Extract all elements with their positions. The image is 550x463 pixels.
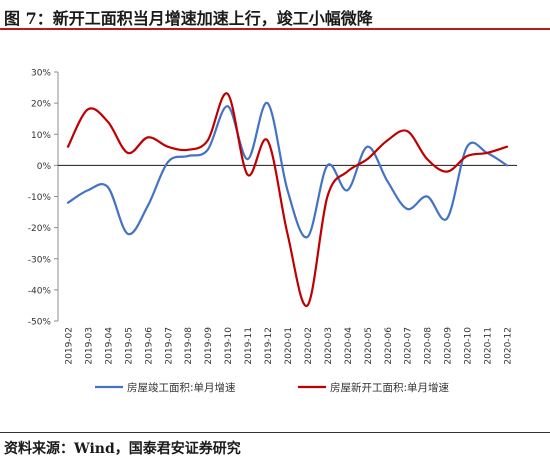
x-tick-label: 2019-02: [64, 327, 74, 365]
x-tick-label: 2019-09: [204, 327, 214, 365]
series-line-2: [66, 92, 509, 307]
x-tick-label: 2019-08: [184, 327, 194, 365]
chart-title: 图 7：新开工面积当月增速加速上行，竣工小幅微降: [4, 9, 373, 28]
y-tick-label: 10%: [31, 131, 51, 141]
x-tick-label: 2020-12: [504, 327, 514, 365]
x-tick-label: 2020-11: [484, 327, 494, 365]
x-tick-label: 2020-01: [284, 327, 294, 365]
x-tick-label: 2019-06: [144, 327, 154, 365]
x-tick-label: 2020-10: [464, 327, 474, 365]
x-tick-label: 2019-12: [264, 327, 274, 365]
x-tick-label: 2019-07: [164, 327, 174, 365]
x-tick-label: 2020-06: [384, 327, 394, 365]
series-line-1: [66, 102, 509, 239]
legend: 房屋竣工面积:单月增速 房屋新开工面积:单月增速: [95, 381, 450, 394]
title-bar: 图 7：新开工面积当月增速加速上行，竣工小幅微降: [0, 0, 550, 28]
legend-label-2: 房屋新开工面积:单月增速: [330, 381, 450, 394]
x-tick-label: 2019-05: [124, 327, 134, 365]
x-tick-label: 2020-03: [324, 327, 334, 365]
y-tick-label: 30%: [31, 69, 51, 79]
source-divider: [0, 432, 550, 433]
x-tick-label: 2020-02: [304, 327, 314, 365]
chart-area: 30%20%10%0%-10%-20%-30%-40%-50% 2019-02 2…: [28, 69, 517, 394]
y-tick-label: 20%: [31, 100, 51, 110]
x-tick-label: 2020-05: [364, 327, 374, 365]
y-tick-label: -30%: [28, 255, 52, 265]
x-tick-label: 2020-07: [404, 327, 414, 365]
x-axis: 2019-02 2019-03 2019-04 2019-05 2019-06 2019-…: [58, 164, 517, 365]
x-tick-label: 2020-09: [444, 327, 454, 365]
title-divider: [0, 28, 550, 30]
source-note: 资料来源：Wind，国泰君安证券研究: [4, 441, 241, 457]
y-tick-label: 0%: [37, 162, 52, 172]
x-tick-label: 2020-04: [344, 327, 354, 365]
y-axis: 30% 20% 10% 0% -10% -20% -30% -40% -50%: [28, 69, 59, 328]
x-tick-label: 2020-08: [424, 327, 434, 365]
x-tick-label: 2019-03: [84, 327, 94, 365]
y-tick-label: -50%: [28, 318, 52, 328]
y-tick-label: -20%: [28, 224, 52, 234]
series-layer: [66, 92, 509, 307]
legend-label-1: 房屋竣工面积:单月增速: [127, 381, 236, 394]
y-tick-label: -40%: [28, 286, 52, 296]
x-tick-label: 2019-10: [224, 327, 234, 365]
x-tick-label: 2019-04: [104, 327, 114, 365]
y-tick-label: -10%: [28, 193, 52, 203]
x-tick-label: 2019-11: [244, 327, 254, 365]
